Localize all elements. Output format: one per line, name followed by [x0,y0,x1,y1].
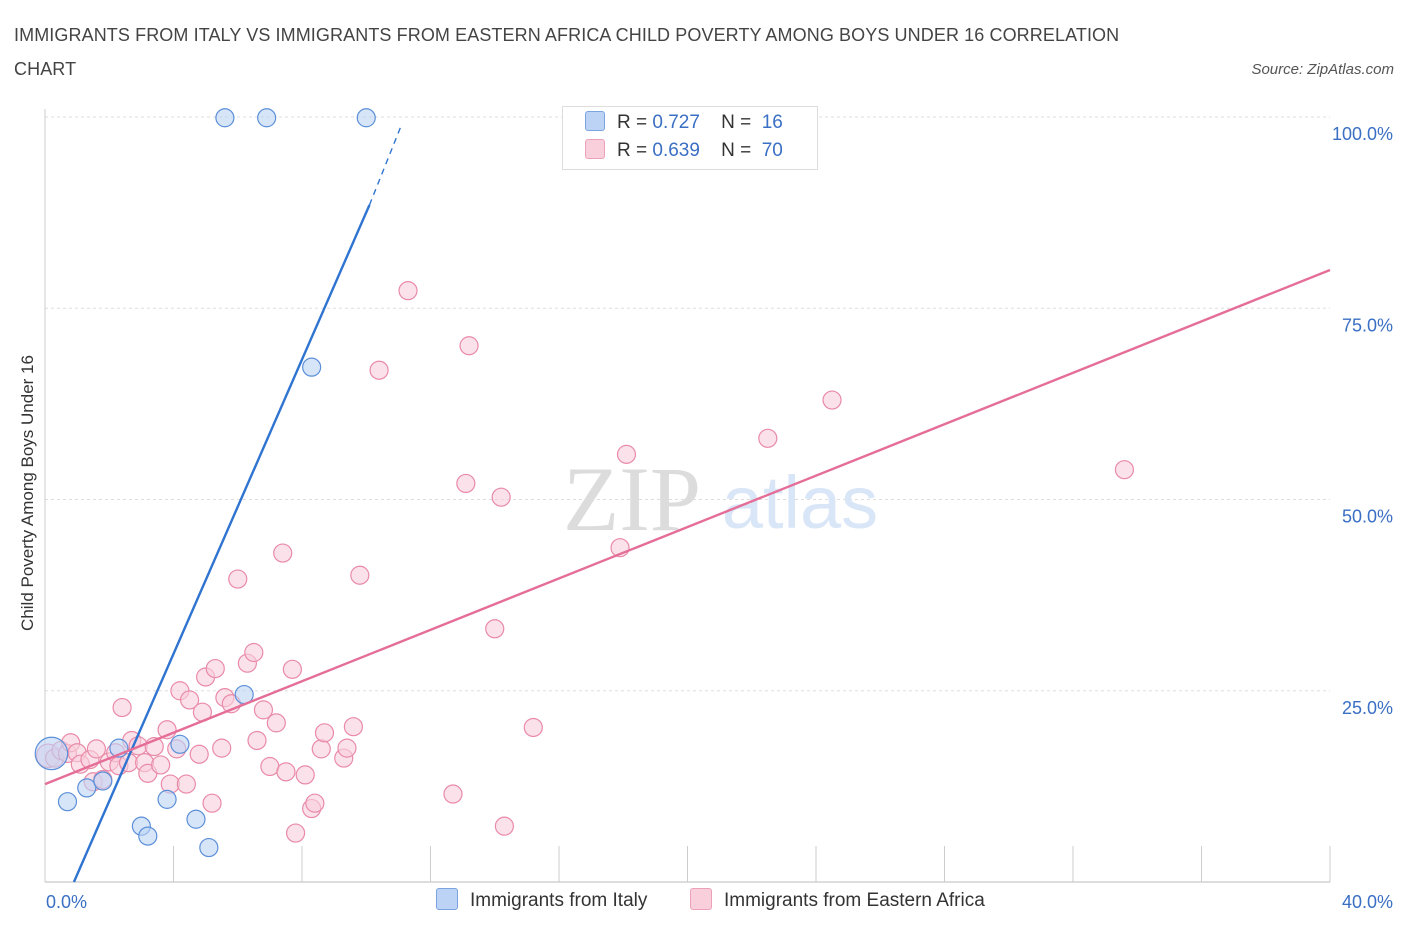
eafrica-point-21 [151,755,171,775]
eafrica-point-39 [247,730,267,751]
eafrica-point-36 [228,569,248,589]
eafrica-point-47 [295,765,315,785]
eafrica-point-31 [202,793,222,813]
italy-point-11 [215,108,235,128]
eafrica-point-56 [369,360,389,380]
eafrica-point-57 [398,281,418,301]
y-axis-label: Child Poverty Among Boys Under 16 [18,355,37,631]
italy-point-0 [34,736,69,771]
eafrica-point-46 [285,823,306,843]
tick-labels: 25.0% 50.0% 75.0% 100.0% 0.0% 40.0% [46,124,1393,912]
italy-point-7 [157,789,177,809]
grid-lines [45,116,1330,692]
x-tick-label-1: 40.0% [1342,892,1393,912]
eafrica-point-9 [86,739,107,759]
chart-title: IMMIGRANTS FROM ITALY VS IMMIGRANTS FROM… [14,25,1120,79]
stats-legend: R = 0.727 N = 16 R = 0.639 N = 70 [562,106,818,170]
eafrica-point-41 [260,756,280,777]
eafrica-r-label: R = [617,140,648,161]
italy-n-label: N = [721,112,752,133]
eafrica-r-value: 0.639 [652,140,700,161]
y-tick-label-0: 25.0% [1342,698,1393,718]
eafrica-point-58 [443,784,463,804]
y-tick-label-3: 100.0% [1332,124,1393,144]
italy-n-value: 16 [761,112,783,133]
eafrica-n-value: 70 [761,140,783,161]
watermark-zip: ZIP [563,448,701,550]
eafrica-point-55 [350,565,370,585]
legend-row-eafrica: R = 0.639 N = 70 [585,139,783,167]
watermark-atlas: atlas [722,461,878,544]
eafrica-trend-line [44,268,1331,786]
eafrica-point-61 [485,619,505,639]
bottom-italy-label: Immigrants from Italy [470,890,648,911]
italy-trend-line [72,204,371,883]
eafrica-point-64 [523,717,543,738]
italy-point-9 [186,809,206,829]
eafrica-swatch [585,139,605,159]
eafrica-point-42 [266,713,286,733]
eafrica-point-59 [456,473,476,494]
italy-swatch [585,111,605,131]
italy-point-1 [57,792,78,812]
italy-point-8 [170,734,190,754]
eafrica-point-60 [459,336,479,356]
italy-point-14 [302,357,322,377]
italy-r-label: R = [617,112,648,133]
eafrica-point-32 [205,658,225,679]
eafrica-point-51 [314,723,335,743]
bottom-italy-swatch [436,888,458,910]
eafrica-point-53 [337,738,357,758]
eafrica-point-54 [343,717,363,737]
eafrica-point-43 [273,543,293,563]
italy-point-13 [257,108,277,128]
source-note: Source: ZipAtlas.com [1251,61,1394,78]
italy-points [34,108,376,858]
eafrica-point-40 [253,700,274,720]
trend-lines [44,124,1331,883]
italy-r-value: 0.727 [652,112,700,133]
eafrica-point-62 [491,487,511,507]
eafrica-point-63 [494,816,514,836]
eafrica-point-14 [112,697,132,718]
eafrica-point-33 [212,738,232,758]
bottom-eafrica-label: Immigrants from Eastern Africa [724,890,985,911]
bottom-legend-eafrica: Immigrants from Eastern Africa [690,888,985,912]
eafrica-point-27 [179,690,200,710]
eafrica-point-45 [282,659,302,679]
eafrica-point-50 [311,739,331,759]
italy-point-15 [356,108,376,128]
legend-row-italy: R = 0.727 N = 16 [585,111,783,139]
eafrica-point-66 [616,444,637,464]
eafrica-point-49 [305,793,325,813]
x-tick-label-0: 0.0% [46,892,87,912]
eafrica-point-69 [1114,460,1135,480]
italy-trend-extension [368,124,403,206]
y-tick-label-2: 75.0% [1342,315,1393,335]
eafrica-point-44 [276,762,296,782]
watermark: ZIP atlas [563,448,878,550]
eafrica-point-26 [176,774,196,794]
y-tick-label-1: 50.0% [1342,507,1393,527]
bottom-legend-italy: Immigrants from Italy [436,888,647,912]
bottom-eafrica-swatch [690,888,712,910]
eafrica-points [35,281,1135,843]
eafrica-n-label: N = [721,140,752,161]
eafrica-point-67 [758,428,778,448]
eafrica-point-28 [189,744,209,764]
italy-point-10 [199,837,219,858]
eafrica-point-68 [822,390,842,410]
italy-point-2 [77,778,97,798]
italy-point-3 [93,771,113,791]
italy-point-6 [138,826,158,846]
eafrica-point-38 [244,642,264,663]
